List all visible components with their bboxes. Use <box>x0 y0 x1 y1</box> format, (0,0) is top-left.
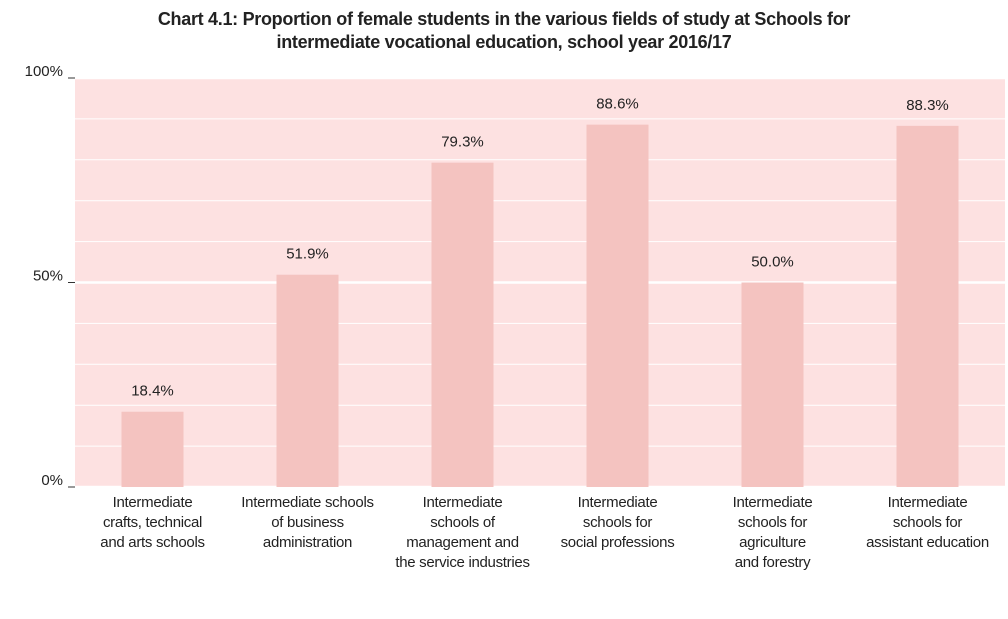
bar <box>121 411 184 487</box>
bar <box>741 282 804 487</box>
chart-title: Chart 4.1: Proportion of female students… <box>157 9 851 52</box>
x-tick-label: Intermediate schools of business adminis… <box>241 494 374 551</box>
value-label: 50.0% <box>751 253 794 270</box>
y-tick-label: 0% <box>41 472 63 489</box>
value-label: 18.4% <box>131 383 174 400</box>
value-label: 88.6% <box>596 96 639 113</box>
bar <box>276 274 339 487</box>
y-tick-label: 100% <box>25 63 63 80</box>
value-label: 88.3% <box>906 97 949 114</box>
x-tick-label: Intermediate crafts, technical and arts … <box>100 494 205 551</box>
bar <box>431 162 494 487</box>
bar <box>896 125 959 487</box>
x-tick-label: Intermediate schools for social professi… <box>560 494 675 551</box>
value-label: 79.3% <box>441 134 484 151</box>
x-tick-label: Intermediate schools of management and t… <box>395 494 530 571</box>
value-label: 51.9% <box>286 246 329 263</box>
x-tick-label: Intermediate schools for assistant educa… <box>866 494 989 551</box>
x-tick-label: Intermediate schools for agriculture and… <box>732 494 813 571</box>
y-tick-label: 50% <box>33 267 63 284</box>
bar <box>586 124 649 487</box>
